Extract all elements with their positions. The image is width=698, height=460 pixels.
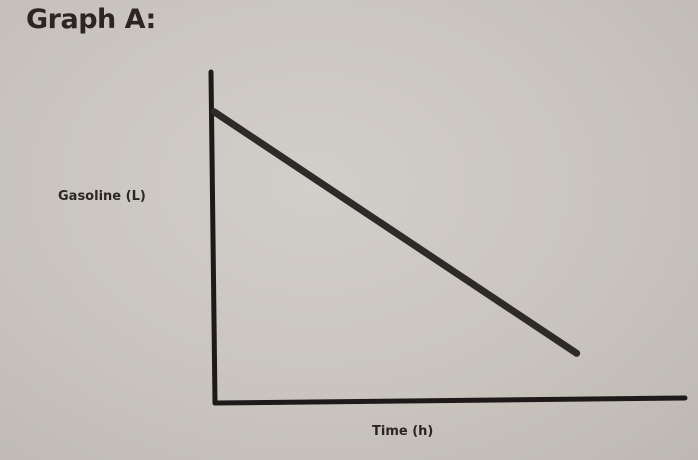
y-axis-label: Gasoline (L) (58, 189, 146, 204)
x-axis-label: Time (h) (372, 424, 434, 439)
y-axis (208, 69, 218, 406)
x-axis (212, 395, 688, 406)
chart-title: Graph A: (26, 4, 156, 35)
series-line-0 (210, 108, 581, 357)
